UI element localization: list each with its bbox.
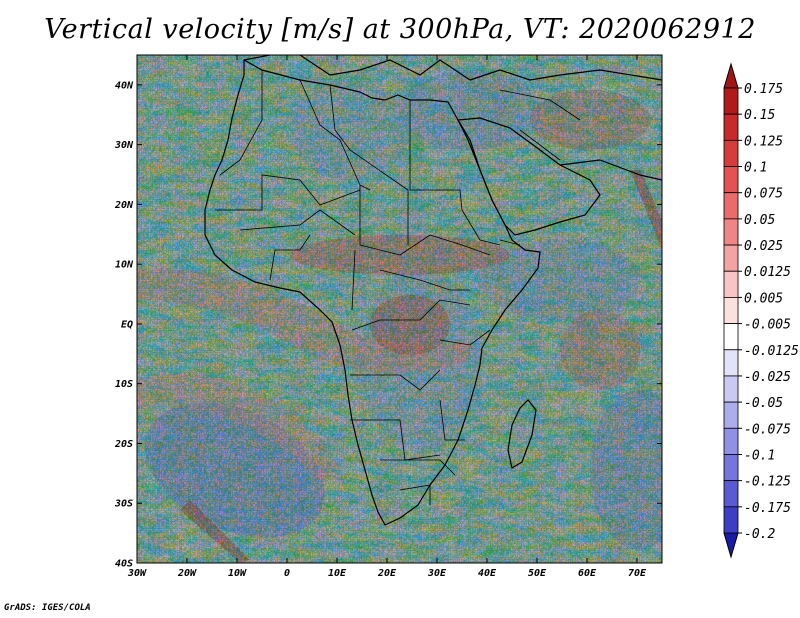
colorbar-swatch bbox=[723, 323, 739, 351]
lon-tick-label: 30E bbox=[427, 568, 447, 579]
lon-tick-label: 10E bbox=[328, 568, 347, 579]
colorbar-label: 0.005 bbox=[744, 291, 783, 306]
velocity-field bbox=[137, 55, 662, 563]
colorbar-swatch bbox=[723, 270, 739, 298]
colorbar-swatch bbox=[723, 349, 739, 377]
europe-coastline bbox=[243, 55, 662, 81]
lon-tick-label: 70E bbox=[628, 568, 647, 579]
colorbar-bottom-arrow bbox=[723, 532, 739, 559]
colorbar-swatch bbox=[723, 297, 739, 324]
colorbar-swatch bbox=[723, 113, 739, 141]
colorbar-label: -0.0125 bbox=[744, 344, 799, 359]
colorbar-label: -0.125 bbox=[744, 475, 791, 490]
lat-tick-label: 30S bbox=[114, 499, 133, 510]
lat-tick-label: 30N bbox=[114, 140, 134, 151]
colorbar-swatch bbox=[723, 218, 739, 246]
lon-axis: 30W 20W 10W 0 10E 20E 30E 40E 50E 60E 70E bbox=[127, 55, 647, 579]
lon-tick-label: 40E bbox=[478, 568, 497, 579]
lat-tick-label: 40N bbox=[115, 80, 134, 91]
iran-coastline bbox=[559, 159, 662, 181]
lat-tick-label: 10N bbox=[115, 260, 134, 271]
lat-tick-label: 10S bbox=[115, 379, 133, 390]
lat-tick-label: 20S bbox=[114, 439, 133, 450]
colorbar-label: 0.1 bbox=[744, 161, 767, 176]
colorbar-label: -0.025 bbox=[744, 370, 791, 385]
lon-tick-label: 60E bbox=[578, 568, 597, 579]
madagascar-coastline bbox=[507, 399, 537, 469]
colorbar-label: 0.175 bbox=[744, 82, 783, 97]
lon-tick-label: 20W bbox=[177, 568, 197, 579]
colorbar-swatch bbox=[723, 427, 739, 455]
colorbar-top-arrow bbox=[723, 62, 739, 89]
lat-tick-label: 20N bbox=[114, 200, 134, 211]
colorbar-swatch bbox=[723, 480, 739, 508]
plot-frame bbox=[136, 54, 663, 564]
colorbar-label: -0.005 bbox=[744, 318, 791, 333]
colorbar-swatch bbox=[723, 401, 739, 429]
field-speckle bbox=[137, 55, 662, 563]
colorbar-label: 0.125 bbox=[744, 134, 783, 149]
lat-tick-label: EQ bbox=[121, 319, 133, 330]
colorbar-label: 0.05 bbox=[744, 213, 775, 228]
map-title: Vertical velocity [m/s] at 300hPa, VT: 2… bbox=[44, 14, 756, 45]
lat-tick-label: 40S bbox=[115, 559, 133, 570]
lon-tick-label: 30W bbox=[127, 568, 147, 579]
coastlines bbox=[204, 55, 662, 526]
colorbar-swatch bbox=[723, 454, 739, 482]
colorbar-label: -0.1 bbox=[744, 448, 775, 463]
lon-tick-label: 10W bbox=[228, 568, 247, 579]
colorbar: 0.175 0.15 0.125 0.1 0.075 0.05 0.025 0.0125 0.0… bbox=[723, 62, 799, 559]
colorbar-swatch bbox=[723, 139, 739, 167]
lat-axis: 40N 30N 20N 10N EQ 10S 20S 30S 40S bbox=[114, 80, 662, 570]
lon-tick-label: 50E bbox=[528, 568, 547, 579]
colorbar-swatch bbox=[723, 244, 739, 272]
colorbar-label: -0.175 bbox=[744, 501, 791, 516]
colorbar-swatch bbox=[723, 166, 739, 194]
arabia-coastline bbox=[457, 117, 601, 236]
colorbar-swatch bbox=[723, 375, 739, 403]
colorbar-swatch bbox=[723, 506, 739, 534]
africa-coastline bbox=[204, 59, 541, 526]
lon-tick-label: 0 bbox=[284, 568, 290, 579]
colorbar-swatch bbox=[723, 87, 739, 115]
colorbar-label: 0.025 bbox=[744, 239, 783, 254]
colorbar-swatch bbox=[723, 192, 739, 220]
colorbar-label: -0.2 bbox=[744, 527, 775, 542]
colorbar-label: -0.05 bbox=[744, 396, 783, 411]
colorbar-label: -0.075 bbox=[744, 422, 791, 437]
colorbar-label: 0.15 bbox=[744, 108, 775, 123]
country-borders bbox=[215, 70, 581, 505]
colorbar-label: 0.075 bbox=[744, 187, 783, 202]
lon-tick-label: 20E bbox=[377, 568, 397, 579]
colorbar-label: 0.0125 bbox=[744, 265, 791, 280]
credit-text: GrADS: IGES/COLA bbox=[4, 603, 91, 613]
